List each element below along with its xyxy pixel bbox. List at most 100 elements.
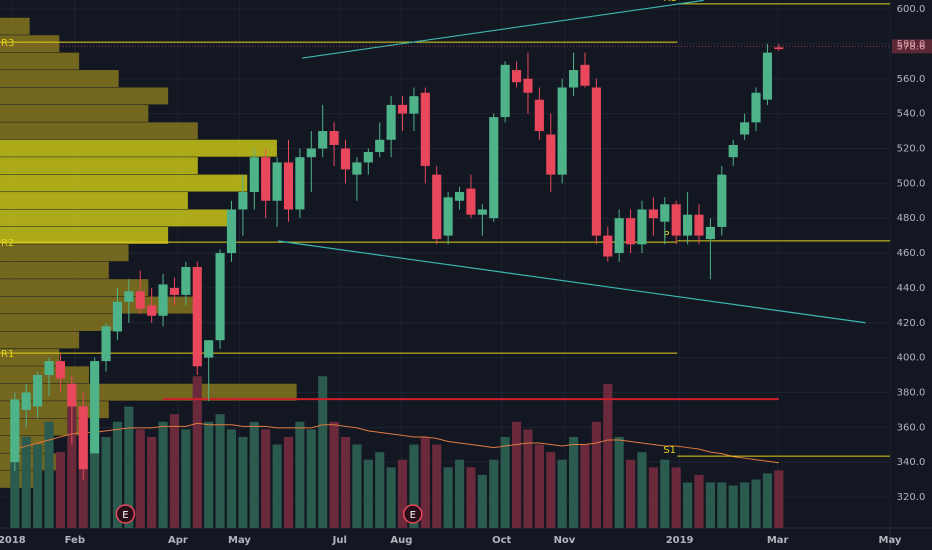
volume-bar [215, 414, 225, 528]
candle-body [717, 174, 727, 227]
volume-bar [762, 473, 772, 528]
x-tick-label: May [228, 535, 251, 546]
x-tick-label: Oct [492, 535, 511, 546]
y-tick-label: 500.0 [897, 178, 926, 189]
trend-line [302, 0, 704, 59]
x-tick-label: Nov [554, 535, 576, 546]
pivot-label: S1 [663, 445, 676, 456]
candle-body [534, 99, 544, 132]
volume-bar [67, 406, 77, 528]
candle-body [181, 266, 191, 295]
candle-body [33, 375, 43, 407]
volume-bar [329, 421, 339, 528]
volume-bar [101, 436, 111, 528]
candle-body [614, 218, 624, 254]
volume-bar [523, 429, 533, 528]
y-tick-label: 540.0 [897, 109, 926, 120]
trend-line [278, 240, 866, 324]
volume-bar [694, 474, 704, 528]
volume-bar [454, 459, 465, 528]
volume-bar [340, 436, 351, 528]
candle-body [124, 291, 134, 302]
volume-bar [169, 414, 180, 528]
volume-bar [147, 436, 157, 528]
candle-body [283, 162, 294, 210]
profile-bar [0, 418, 80, 436]
pivot-label: R2 [1, 238, 14, 249]
candle-body [204, 340, 214, 358]
candle-body [660, 204, 670, 222]
profile-bar [0, 87, 169, 105]
volume-bar [534, 444, 544, 528]
candle-body [318, 131, 328, 149]
last-price-label: 578.6 [897, 41, 926, 52]
x-tick-label: Apr [168, 535, 188, 546]
volume-bar [546, 452, 556, 528]
volume-bar [318, 376, 328, 528]
profile-bar [0, 296, 198, 314]
volume-bar [181, 429, 191, 528]
volume-bar [363, 459, 373, 528]
volume-bar [44, 421, 54, 528]
volume-bar [306, 429, 316, 528]
volume-bar [626, 459, 636, 528]
volume-bar [466, 467, 476, 528]
candle-body [705, 226, 715, 240]
volume-bar [10, 459, 20, 528]
volume-bar [751, 479, 761, 528]
volume-bar [500, 436, 510, 528]
candle-body [272, 162, 282, 201]
candle-body [762, 52, 772, 100]
volume-bar [728, 485, 738, 528]
volume-bar [33, 444, 43, 528]
volume-bar [569, 436, 579, 528]
candle-body [511, 70, 522, 83]
volume-bar [660, 459, 670, 528]
candle-body [694, 214, 704, 236]
candle-body [386, 104, 396, 140]
volume-bar [135, 429, 145, 528]
volume-bar [90, 444, 100, 528]
candle-body [329, 131, 339, 145]
candle-body [112, 301, 123, 332]
profile-bar [0, 35, 60, 53]
volume-bar [21, 436, 31, 528]
volume-bar [683, 482, 693, 528]
candle-body [21, 392, 31, 410]
volume-bar [386, 467, 396, 528]
y-tick-label: 480.0 [897, 213, 926, 224]
pivot-label: R3 [1, 38, 14, 49]
last-price-box [892, 39, 932, 54]
candle-body [466, 188, 476, 215]
profile-bar [0, 314, 119, 331]
candle-body [683, 214, 693, 236]
y-tick-label: 360.0 [897, 422, 926, 433]
candle-body [580, 64, 590, 86]
volume-bar [580, 444, 590, 528]
profile-bar [0, 174, 248, 192]
candle-body [363, 151, 373, 163]
y-tick-label: 580.0 [897, 39, 926, 50]
profile-bar [0, 331, 80, 349]
volume-bar [614, 436, 624, 528]
profile-bar [0, 157, 198, 175]
y-tick-label: 400.0 [897, 353, 926, 364]
candle-body [135, 291, 145, 309]
candle-body [523, 78, 533, 93]
volume-bar [511, 421, 522, 528]
candle-body [10, 399, 20, 463]
x-tick-label: Feb [65, 535, 85, 546]
y-tick-label: 320.0 [897, 492, 926, 503]
candle-body [67, 383, 77, 407]
pivot-label: R1 [663, 0, 676, 4]
candle-body [648, 209, 658, 219]
volume-bar [112, 421, 123, 528]
x-tick-label: Aug [390, 535, 412, 546]
candle-body [740, 122, 750, 135]
candle-body [192, 266, 202, 367]
candle-body [454, 192, 465, 201]
candle-body [215, 253, 225, 341]
y-tick-label: 560.0 [897, 74, 926, 85]
volume-ma [14, 422, 779, 464]
